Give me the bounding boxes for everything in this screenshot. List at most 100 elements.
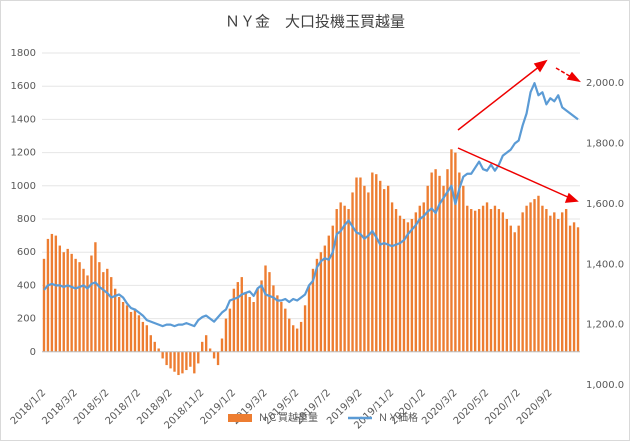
bar [489, 209, 493, 352]
arrow [457, 147, 571, 199]
y-tick-label: 1200 [11, 148, 36, 159]
y-tick-label: 800 [17, 214, 36, 225]
bar [386, 185, 390, 352]
bar [129, 311, 133, 352]
bar [212, 351, 216, 359]
bar [201, 341, 204, 352]
bar [442, 185, 445, 352]
bar [232, 288, 236, 352]
bar [208, 348, 212, 352]
bar [319, 252, 323, 352]
bar [414, 212, 418, 352]
bar [363, 185, 366, 352]
bar [106, 268, 109, 352]
bar [473, 210, 477, 352]
bar [264, 265, 267, 352]
bar [497, 209, 501, 352]
bar [477, 209, 481, 352]
bar [260, 280, 263, 352]
y2-tick-label: 1,600.0 [586, 199, 624, 210]
bar [545, 209, 548, 352]
annotation-arrows [457, 59, 581, 203]
bar [177, 351, 180, 376]
bar [521, 212, 524, 352]
bar [311, 268, 315, 352]
bar [450, 149, 453, 352]
y-tick-label: 1400 [11, 114, 36, 125]
bar [481, 205, 485, 352]
bar [121, 302, 125, 352]
bar [375, 174, 378, 352]
bar [284, 308, 287, 352]
bar [466, 205, 469, 352]
bar [422, 202, 425, 352]
bar [169, 351, 172, 369]
bar [288, 318, 291, 352]
bar [280, 302, 283, 352]
bar [557, 219, 560, 352]
bar [430, 172, 433, 352]
bar [462, 185, 465, 352]
bar [252, 302, 255, 352]
bar [78, 262, 81, 352]
bar [446, 169, 449, 352]
arrow [555, 67, 574, 79]
bar [117, 297, 121, 352]
y-tick-label: 200 [17, 314, 36, 325]
bar [529, 202, 532, 352]
y-tick-label: 600 [17, 247, 36, 258]
bar [165, 351, 168, 366]
bar [90, 255, 93, 352]
bar [185, 351, 188, 371]
bar [541, 205, 544, 352]
y2-tick-label: 1,400.0 [586, 259, 624, 270]
bar [509, 225, 512, 352]
bar [220, 338, 224, 352]
y-tick-label: 1800 [11, 48, 36, 59]
bar [410, 219, 414, 352]
arrow-head [564, 192, 579, 203]
bar [272, 285, 275, 352]
bar [240, 277, 243, 352]
bar [434, 169, 437, 352]
bar [292, 325, 295, 352]
bar [236, 282, 240, 352]
bar [153, 341, 156, 352]
bar [359, 177, 362, 352]
bar [402, 219, 406, 352]
arrow-head [533, 59, 548, 73]
bar [149, 335, 152, 352]
bar [244, 292, 247, 352]
bar [70, 253, 73, 352]
bar [161, 351, 164, 359]
bar [351, 192, 354, 352]
bar [505, 219, 509, 352]
arrow [457, 65, 541, 131]
bar [74, 258, 77, 352]
line [43, 82, 579, 328]
bar [295, 328, 299, 352]
y-tick-label: 1000 [11, 181, 36, 192]
bar [525, 205, 528, 352]
bar [379, 180, 382, 352]
bar [335, 209, 338, 352]
bar [133, 308, 137, 352]
bar [390, 202, 394, 352]
bar [493, 205, 497, 352]
legend-swatch [228, 414, 252, 422]
bar [327, 235, 330, 352]
y2-tick-label: 2,000.0 [586, 78, 624, 89]
bar [224, 318, 228, 352]
bar [561, 212, 564, 352]
bar [343, 205, 346, 352]
y2-tick-label: 1,800.0 [586, 139, 624, 150]
y-tick-label: 400 [17, 280, 36, 291]
bar [568, 225, 572, 352]
bar [204, 335, 208, 352]
bar [367, 192, 370, 352]
bar [173, 351, 176, 372]
bar [54, 235, 58, 352]
bar [331, 225, 334, 352]
